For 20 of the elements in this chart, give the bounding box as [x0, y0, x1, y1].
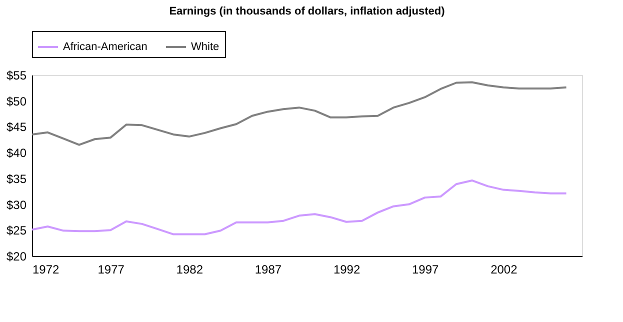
line-series — [31, 179, 568, 236]
x-tick-label: 1982 — [176, 262, 204, 276]
y-tick-label: $35 — [6, 172, 27, 186]
y-tick-label: $30 — [6, 198, 27, 212]
x-tick-label: 1972 — [32, 262, 60, 276]
legend-label: African-American — [63, 41, 148, 53]
y-tick-label: $50 — [6, 94, 27, 108]
x-tick-label: 1977 — [98, 262, 125, 276]
x-tick-label: 1987 — [254, 262, 282, 276]
x-tick-label: 1997 — [412, 262, 440, 276]
y-tick-label: $55 — [6, 68, 27, 82]
line-series — [31, 81, 568, 146]
legend-label: White — [191, 41, 220, 53]
y-tick-label: $20 — [6, 250, 27, 264]
y-tick-label: $25 — [6, 224, 27, 238]
x-tick-label: 2002 — [490, 262, 518, 276]
y-tick-label: $40 — [6, 146, 27, 160]
y-tick-label: $45 — [6, 120, 27, 134]
chart-title: Earnings (in thousands of dollars, inflation adjusted) — [169, 6, 446, 18]
x-tick-label: 1992 — [333, 262, 360, 276]
